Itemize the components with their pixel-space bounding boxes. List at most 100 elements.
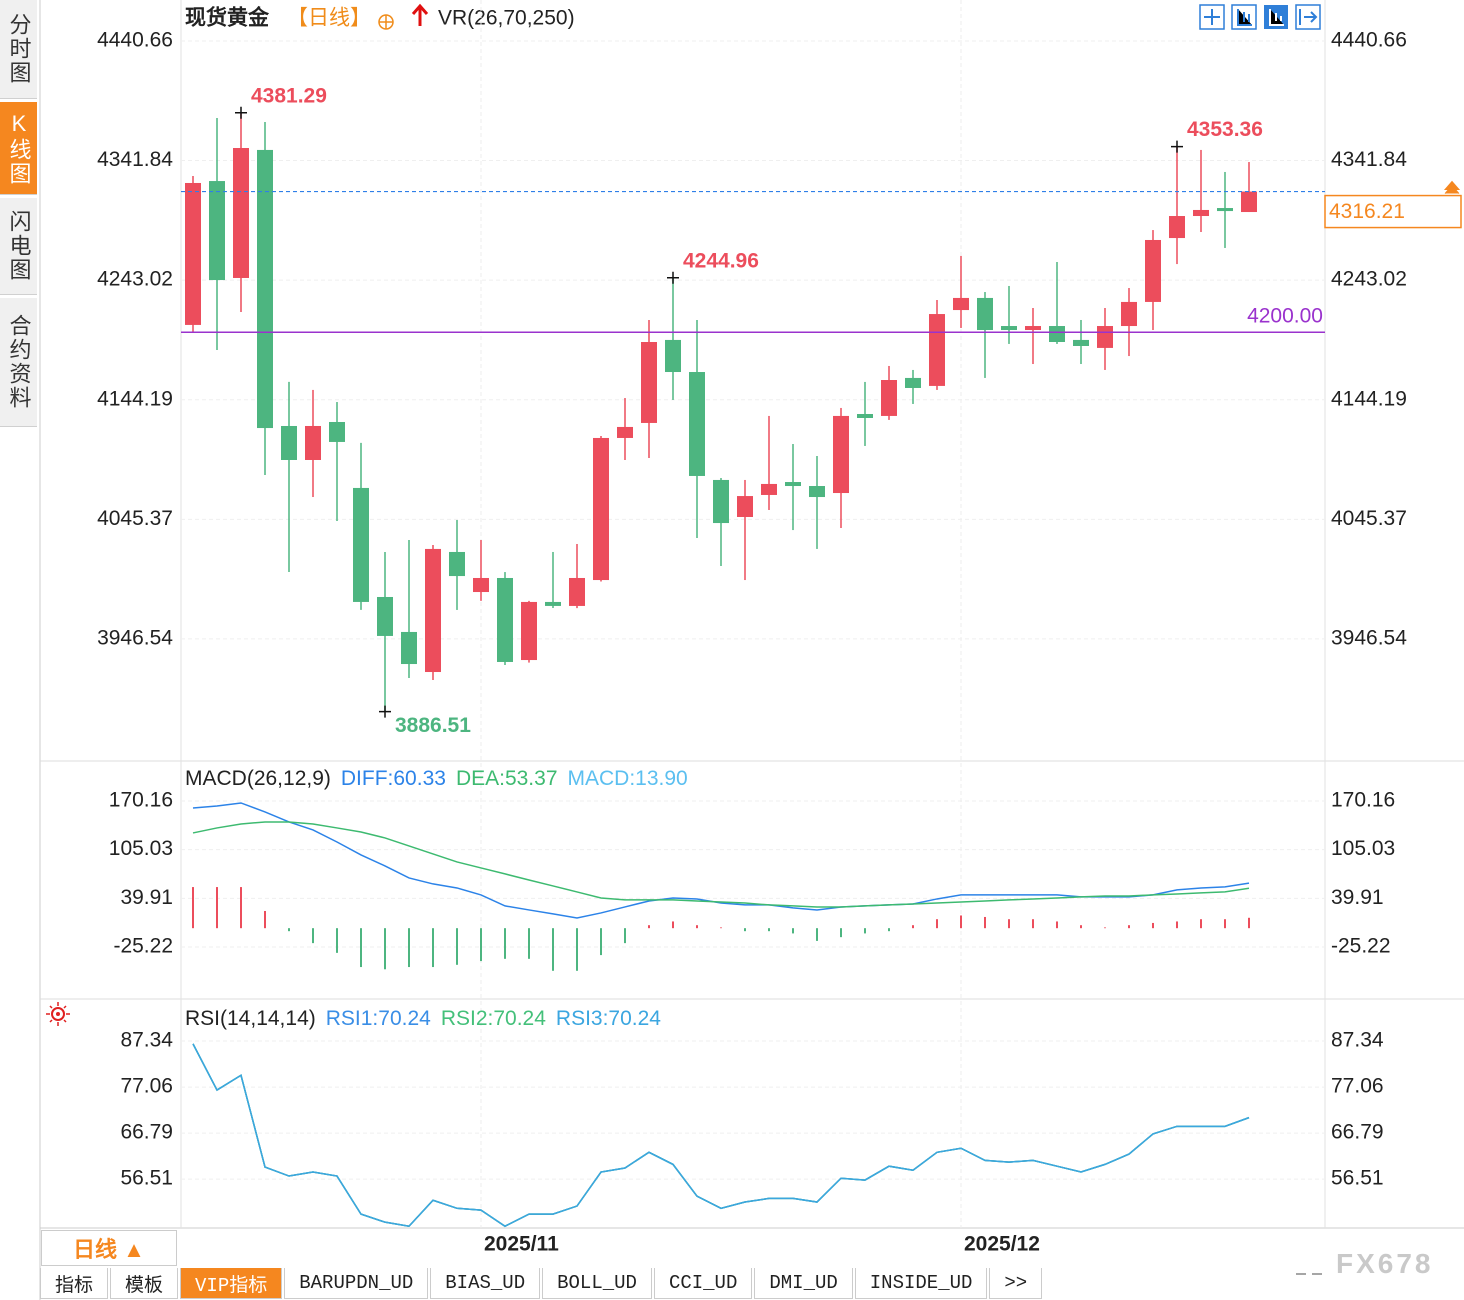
extreme-label: 4381.29 (251, 84, 327, 107)
sidebar-tab[interactable]: 分时图 (0, 0, 37, 99)
candle-body (1193, 209, 1209, 217)
y-tick-label-right: 4045.37 (1331, 507, 1407, 530)
macd-bar (1056, 921, 1058, 929)
candle-body (641, 342, 657, 423)
indicator-tab[interactable]: 指标 (40, 1268, 109, 1299)
extreme-label: 3886.51 (395, 714, 471, 737)
macd-bar (840, 928, 842, 938)
candle-body (593, 437, 609, 581)
macd-bar (1248, 917, 1250, 929)
candle-body (953, 297, 969, 311)
watermark: FX678 (1336, 1248, 1434, 1279)
macd-bar (984, 916, 986, 929)
y-tick-label-right: 87.34 (1331, 1029, 1384, 1052)
macd-bar (624, 928, 626, 944)
macd-bar (480, 928, 482, 962)
macd-bar (384, 928, 386, 970)
chart-title: 现货黄金 (185, 6, 270, 30)
y-tick-label: 105.03 (109, 837, 173, 860)
y-tick-label: 39.91 (120, 886, 173, 909)
macd-bar (216, 887, 218, 929)
indicator-tab[interactable]: INSIDE_UD (854, 1268, 988, 1299)
legend: RSI(14,14,14) RSI1:70.24 RSI2:70.24 RSI3:70… (185, 1007, 661, 1030)
macd-bar (768, 928, 770, 932)
candle-body (1169, 216, 1185, 239)
y-tick-label-right: 3946.54 (1331, 626, 1407, 649)
legend-title: RSI(14,14,14) (185, 1007, 316, 1030)
legend-entry: DEA:53.37 (456, 767, 558, 790)
candle-body (209, 181, 225, 281)
macd-bar (1104, 927, 1106, 929)
y-tick-label-right: 170.16 (1331, 789, 1395, 812)
candle-body (281, 425, 297, 460)
candle-body (905, 377, 921, 388)
candle-body (257, 149, 273, 429)
candle-body (809, 486, 825, 498)
macd-bar (336, 928, 338, 953)
indicator-tab[interactable]: VIP指标 (180, 1268, 283, 1299)
y-tick-label: 4144.19 (97, 387, 173, 410)
macd-bar (312, 928, 314, 944)
indicator-tab[interactable]: BOLL_UD (542, 1268, 652, 1299)
indicator-tab[interactable]: CCI_UD (653, 1268, 753, 1299)
macd-bar (264, 910, 266, 929)
macd-bar (888, 928, 890, 932)
extreme-marker (667, 271, 679, 284)
candle-body (233, 148, 249, 278)
macd-bar (288, 928, 290, 932)
indicator-tab[interactable]: BIAS_UD (430, 1268, 541, 1299)
macd-bar (720, 927, 722, 929)
x-tick-label: 2025/12 (964, 1233, 1040, 1256)
last-price-box (1324, 194, 1462, 229)
macd-bar (360, 928, 362, 968)
legend-entry: MACD:13.90 (568, 767, 688, 790)
macd-bar (552, 928, 554, 971)
price-line-label: 4200.00 (1247, 305, 1323, 328)
sidebar-tab[interactable]: 闪电图 (0, 198, 37, 295)
candle-body (401, 631, 417, 665)
candle-body (1025, 326, 1041, 331)
y-tick-label: 3946.54 (97, 626, 173, 649)
indicator-tab[interactable]: 模板 (110, 1268, 179, 1299)
legend-title: MACD(26,12,9) (185, 767, 331, 790)
y-tick-label-right: 4341.84 (1331, 148, 1407, 171)
candle-body (305, 425, 321, 460)
candle-body (857, 414, 873, 418)
period-button[interactable]: 日线 ▲ (41, 1230, 177, 1266)
y-tick-label-right: 56.51 (1331, 1167, 1384, 1190)
macd-bar (504, 928, 506, 959)
candle-body (1241, 191, 1257, 213)
candle-body (1121, 301, 1137, 327)
settings-icon[interactable] (46, 1002, 70, 1026)
candle-body (833, 415, 849, 494)
indicator-tab[interactable]: >> (989, 1268, 1043, 1299)
series-line (192, 802, 1250, 919)
macd-bar (816, 928, 818, 941)
candle-body (377, 596, 393, 636)
extreme-marker (1171, 140, 1183, 153)
last-price-label: 4316.21 (1329, 200, 1405, 223)
indicator-tabs: 指标 模板 VIP指标 BARUPDN_UD BIAS_UD BOLL_UD CCI_UD D… (40, 1268, 1044, 1300)
y-tick-label-right: 66.79 (1331, 1121, 1384, 1144)
macd-bar (576, 928, 578, 971)
sidebar-tab[interactable]: 合约资料 (0, 298, 37, 427)
candle-body (1097, 326, 1113, 348)
y-tick-label-right: 77.06 (1331, 1075, 1384, 1098)
add-icon[interactable] (378, 14, 394, 30)
toolbar[interactable] (1199, 4, 1321, 30)
macd-bar (696, 925, 698, 929)
series-line (192, 1043, 1250, 1228)
indicator-tab[interactable]: BARUPDN_UD (284, 1268, 429, 1299)
macd-bar (744, 928, 746, 932)
y-tick-label-right: 4440.66 (1331, 28, 1407, 51)
macd-bar (1032, 919, 1034, 929)
indicator-tab[interactable]: DMI_UD (754, 1268, 853, 1299)
up-arrow-icon (411, 3, 429, 26)
legend-entry: RSI2:70.24 (441, 1007, 546, 1030)
legend: MACD(26,12,9) DIFF:60.33 DEA:53.37 MACD:13.… (185, 767, 688, 790)
candle-body (617, 426, 633, 438)
candle-body (497, 577, 513, 662)
sidebar-tab[interactable]: K线图 (0, 102, 37, 195)
